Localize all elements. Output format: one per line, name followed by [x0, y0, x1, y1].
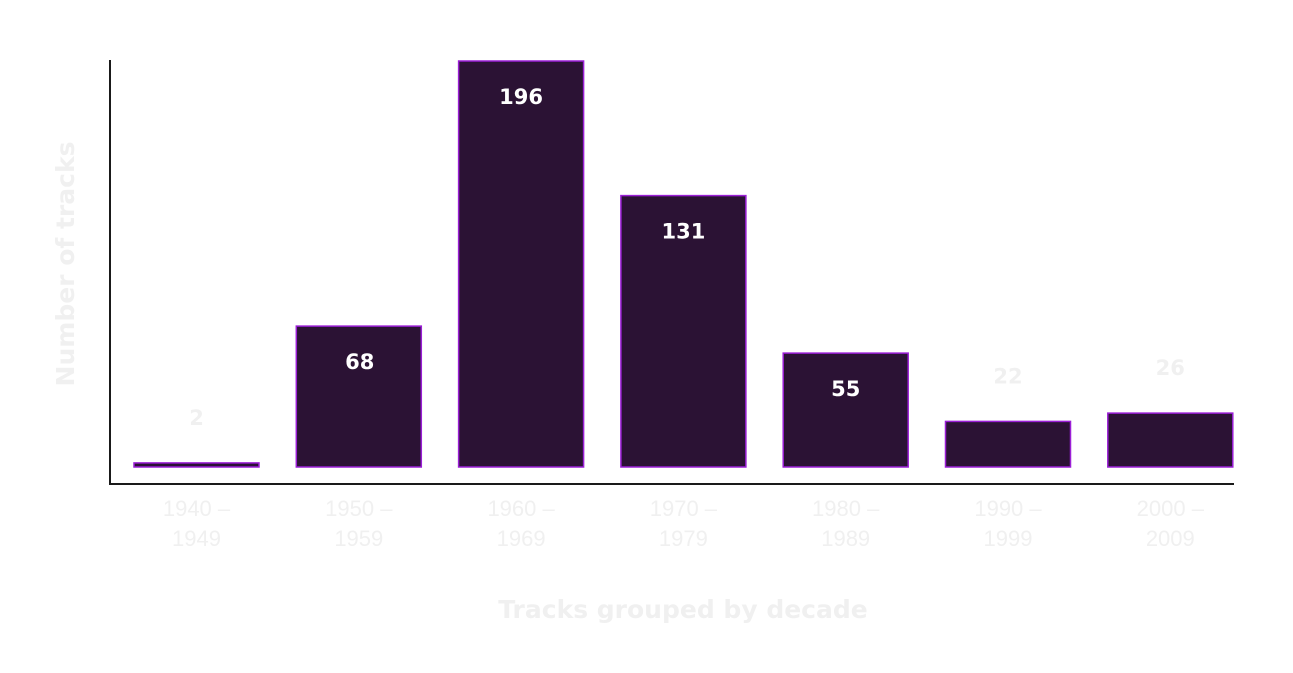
- x-tick-label-line: 1969: [497, 526, 546, 551]
- bar-value-label-5: 22: [993, 364, 1022, 388]
- x-tick-label-0: 1940 – 1949: [163, 496, 231, 551]
- x-tick-label-line: 1950 –: [325, 496, 393, 521]
- bar-5: [944, 420, 1072, 468]
- bars-group: [133, 60, 1234, 468]
- bar-1: [295, 325, 423, 468]
- x-tick-label-line: 2000 –: [1137, 496, 1205, 521]
- bar-3: [620, 194, 747, 468]
- bar-6: [1107, 412, 1234, 468]
- bar-2: [457, 60, 585, 468]
- x-tick-label-line: 1979: [659, 526, 708, 551]
- bar-value-label-2: 196: [499, 85, 543, 109]
- x-tick-label-line: 1990 –: [974, 496, 1042, 521]
- x-tick-label-line: 1960 –: [487, 496, 555, 521]
- bar-value-label-6: 26: [1156, 356, 1185, 380]
- x-tick-label-line: 2009: [1146, 526, 1195, 551]
- x-tick-label-line: 1980 –: [812, 496, 880, 521]
- x-tick-label-4: 1980 – 1989: [812, 496, 880, 551]
- x-tick-label-line: 1940 –: [163, 496, 231, 521]
- x-tick-label-line: 1959: [334, 526, 383, 551]
- bar-value-label-1: 68: [345, 350, 374, 374]
- bar-0: [133, 462, 260, 468]
- x-tick-label-line: 1970 –: [650, 496, 718, 521]
- x-tick-label-5: 1990 – 1999: [974, 496, 1042, 551]
- x-tick-labels-group: 1940 – 1949 1950 – 1959 1960 – 1969 1970 – 1979…: [163, 496, 1205, 551]
- x-tick-label-1: 1950 – 1959: [325, 496, 393, 551]
- bar-value-label-3: 131: [661, 220, 705, 244]
- bar-value-label-0: 2: [189, 406, 204, 430]
- y-axis-title: Number of tracks: [51, 142, 80, 387]
- x-axis-title: Tracks grouped by decade: [498, 595, 867, 624]
- bar-value-label-4: 55: [831, 377, 860, 401]
- x-tick-label-line: 1989: [821, 526, 870, 551]
- value-labels-group: 2 68 196 131 55 22 26: [189, 85, 1185, 430]
- bar-4: [782, 352, 909, 468]
- x-tick-label-line: 1949: [172, 526, 221, 551]
- x-tick-label-line: 1999: [984, 526, 1033, 551]
- x-tick-label-6: 2000 – 2009: [1137, 496, 1205, 551]
- x-tick-label-3: 1970 – 1979: [650, 496, 718, 551]
- x-tick-label-2: 1960 – 1969: [487, 496, 555, 551]
